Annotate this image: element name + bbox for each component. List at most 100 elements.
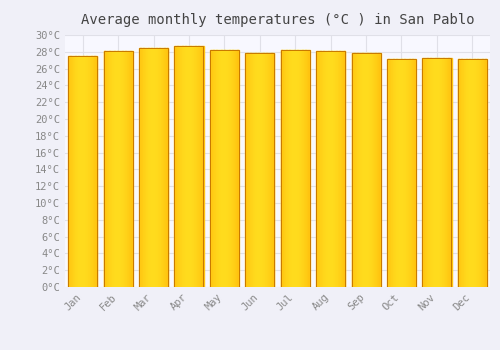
Bar (330, 51, 331, 287)
Bar (400, 58, 402, 287)
Bar (76, 56, 77, 287)
Bar (442, 58, 443, 287)
Bar (246, 52, 248, 287)
Bar (157, 48, 158, 287)
Bar (359, 54, 360, 287)
Bar (436, 58, 437, 287)
Bar (468, 60, 469, 287)
Bar (437, 58, 438, 287)
Bar (355, 54, 356, 287)
Bar (166, 48, 167, 287)
Bar (413, 58, 414, 287)
Bar (439, 58, 440, 287)
Bar (303, 50, 304, 287)
Bar (248, 52, 249, 287)
Bar (283, 50, 284, 287)
Bar (335, 51, 336, 287)
Bar (429, 58, 430, 287)
Bar (475, 60, 476, 287)
Bar (332, 51, 333, 287)
Bar (259, 52, 260, 287)
Bar (246, 52, 247, 287)
Bar (145, 48, 146, 287)
Bar (78, 56, 80, 287)
Bar (264, 52, 265, 287)
Bar (158, 48, 159, 287)
Bar (144, 48, 145, 287)
Bar (344, 51, 346, 287)
Bar (337, 51, 338, 287)
Bar (325, 51, 326, 287)
Bar (406, 58, 408, 287)
Bar (404, 58, 406, 287)
Bar (192, 46, 193, 287)
Bar (364, 54, 365, 287)
Bar (257, 52, 258, 287)
Bar (228, 50, 229, 287)
Bar (158, 48, 160, 287)
Bar (181, 46, 182, 287)
Bar (285, 50, 286, 287)
Bar (422, 58, 424, 287)
Bar (368, 54, 369, 287)
Bar (360, 54, 361, 287)
Bar (194, 46, 195, 287)
Bar (405, 58, 406, 287)
Bar (222, 50, 223, 287)
Bar (254, 52, 255, 287)
Bar (410, 58, 411, 287)
Bar (252, 52, 254, 287)
Bar (236, 50, 237, 287)
Bar (69, 56, 70, 287)
Bar (342, 51, 343, 287)
Bar (162, 48, 163, 287)
Bar (187, 46, 188, 287)
Bar (226, 50, 228, 287)
Bar (196, 46, 197, 287)
Bar (119, 51, 120, 287)
Bar (398, 58, 400, 287)
Bar (372, 54, 373, 287)
Bar (236, 50, 238, 287)
Bar (113, 51, 114, 287)
Bar (199, 46, 200, 287)
Bar (441, 58, 442, 287)
Bar (483, 60, 484, 287)
Bar (432, 58, 434, 287)
Bar (132, 51, 133, 287)
Bar (70, 56, 72, 287)
Bar (486, 60, 487, 287)
Bar (458, 60, 487, 287)
Bar (260, 52, 262, 287)
Bar (176, 46, 178, 287)
Bar (356, 54, 358, 287)
Bar (336, 51, 338, 287)
Bar (256, 52, 257, 287)
Bar (150, 48, 152, 287)
Bar (270, 52, 271, 287)
Bar (478, 60, 479, 287)
Bar (293, 50, 294, 287)
Bar (232, 50, 234, 287)
Bar (261, 52, 262, 287)
Bar (174, 46, 176, 287)
Bar (306, 50, 307, 287)
Bar (376, 54, 377, 287)
Bar (174, 46, 204, 287)
Bar (179, 46, 180, 287)
Bar (202, 46, 203, 287)
Bar (422, 58, 452, 287)
Bar (474, 60, 476, 287)
Bar (104, 51, 132, 287)
Bar (93, 56, 94, 287)
Bar (464, 60, 465, 287)
Bar (440, 58, 442, 287)
Bar (434, 58, 435, 287)
Bar (163, 48, 164, 287)
Bar (265, 52, 266, 287)
Bar (446, 58, 447, 287)
Bar (96, 56, 98, 287)
Bar (327, 51, 328, 287)
Bar (295, 50, 296, 287)
Bar (424, 58, 426, 287)
